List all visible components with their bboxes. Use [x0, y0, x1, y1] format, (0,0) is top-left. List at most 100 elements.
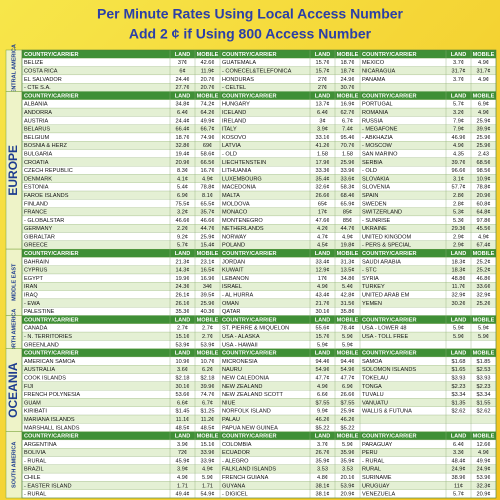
table-cell: LEBANON [222, 276, 249, 282]
table-cell: 95.4¢ [341, 135, 355, 141]
table-cell: 53.9¢ [341, 483, 355, 489]
table-cell: 19.4¢ [176, 151, 190, 157]
table-cell: $1.65 [452, 367, 466, 373]
header-cell: MOBILE [197, 52, 219, 58]
table-cell: 25.9¢ [341, 160, 355, 166]
table-cell: FRENCH GUIANA [222, 475, 269, 481]
table-cell: 5.4¢ [177, 185, 188, 191]
table-cell: 3.9¢ [317, 127, 328, 133]
table-cell: ECUADOR [222, 450, 250, 456]
table-cell: - AL HURRA [222, 293, 253, 299]
table-cell: 39.5¢ [201, 293, 215, 299]
table-cell: $7.55 [341, 400, 355, 406]
table-cell: - ABKHAZIA [362, 135, 393, 141]
table-cell: 18.3¢ [452, 268, 466, 274]
header-cell: COUNTRY/CARRIER [24, 317, 79, 323]
table-cell: 70.7¢ [341, 143, 355, 149]
table-cell: 49.9¢ [201, 118, 215, 124]
table-cell: 32.8¢ [176, 143, 190, 149]
table-cell: SYRIA [362, 276, 379, 282]
table-cell: NEW ZEALAND [222, 384, 262, 390]
header-cell: MOBILE [197, 317, 219, 323]
header-cell: LAND [175, 434, 191, 440]
table-cell: $1.45 [176, 409, 190, 415]
table-cell: 15.7¢ [316, 60, 330, 66]
table-cell: PARAGUAY [362, 442, 393, 448]
table-row [21, 132, 497, 142]
table-cell: 17¢ [318, 276, 327, 282]
table-cell: 37¢ [178, 60, 187, 66]
table-cell: 25.9¢ [201, 301, 215, 307]
table-cell: FRENCH POLYNESIA [24, 392, 80, 398]
table-cell: 65.9¢ [341, 201, 355, 207]
table-cell: 33.9¢ [201, 458, 215, 464]
table-cell: 40.3¢ [201, 309, 215, 315]
table-cell: 15.1¢ [176, 334, 190, 340]
table-cell: ST. PIERRE & MIQUELON [222, 326, 289, 332]
table-row [21, 365, 497, 374]
table-cell: 6.7¢ [202, 400, 213, 406]
table-cell: 2.7¢ [202, 326, 213, 332]
table-cell: 8.1¢ [202, 193, 213, 199]
table-cell: 98.5¢ [477, 168, 491, 174]
table-cell: 32.3¢ [477, 483, 491, 489]
table-cell: SLOVENIA [362, 185, 390, 191]
table-cell: AMERICAN SAMOA [24, 359, 76, 365]
table-cell: $3.34 [452, 392, 466, 398]
table-cell: 5.9¢ [202, 475, 213, 481]
table-cell: 4.8¢ [317, 475, 328, 481]
table-cell: 2.8¢ [453, 193, 464, 199]
table-row [21, 356, 497, 366]
table-cell: 5.9¢ [478, 326, 489, 332]
table-cell: ARGENTINA [24, 442, 57, 448]
table-cell: 24.9¢ [452, 467, 466, 473]
table-cell: 54.9¢ [201, 492, 215, 498]
table-cell: 32.6¢ [316, 185, 330, 191]
table-cell: - MOSCOW [362, 143, 393, 149]
header-cell: COUNTRY/CARRIER [222, 93, 277, 99]
table-row [21, 83, 497, 92]
table-cell: HUNGARY [222, 102, 250, 108]
table-row [21, 298, 497, 308]
table-cell: 30.7¢ [341, 85, 355, 91]
table-cell: - OLD [222, 151, 237, 157]
table-cell: 47.6¢ [316, 218, 330, 224]
table-cell: $5.22 [316, 425, 330, 431]
table-cell: 6.4¢ [453, 442, 464, 448]
table-cell: 21.3¢ [176, 259, 190, 265]
table-cell: MICRONESIA [222, 359, 258, 365]
table-row [21, 439, 497, 449]
table-cell: 5.3¢ [453, 210, 464, 216]
table-row [21, 149, 497, 159]
table-cell: EGYPT [24, 276, 44, 282]
header-cell: MOBILE [337, 52, 359, 58]
table-cell: 5.4¢ [342, 284, 353, 290]
header-row [22, 315, 496, 324]
table-cell: YEMEN [362, 301, 382, 307]
table-cell: 4.9¢ [478, 77, 489, 83]
table-cell: PANAMA [362, 77, 385, 83]
table-cell: GIBRALTAR [24, 234, 55, 240]
table-cell: 24.4¢ [176, 77, 190, 83]
table-row [21, 290, 497, 300]
table-cell: 1.58 [342, 151, 353, 157]
table-cell: 38.1¢ [316, 483, 330, 489]
table-cell: 27.7¢ [176, 85, 190, 91]
table-row [21, 273, 497, 283]
table-cell: 65¢ [318, 201, 327, 207]
table-row [21, 398, 497, 407]
table-cell: 15.7¢ [316, 334, 330, 340]
table-cell: 44.7¢ [201, 226, 215, 232]
table-cell: 6.2¢ [202, 367, 213, 373]
table-cell: 4.9¢ [453, 143, 464, 149]
table-cell: 45.9¢ [176, 458, 190, 464]
table-cell: - STC [362, 268, 377, 274]
table-cell: 60.8¢ [477, 201, 491, 207]
table-row [21, 414, 497, 424]
table-cell: ISRAEL [222, 284, 242, 290]
table-cell: 64.8¢ [477, 210, 491, 216]
table-cell: 66.7¢ [201, 127, 215, 133]
table-cell: 42.6¢ [201, 60, 215, 66]
table-cell: 27¢ [318, 77, 327, 83]
table-cell: 20.9¢ [477, 492, 491, 498]
